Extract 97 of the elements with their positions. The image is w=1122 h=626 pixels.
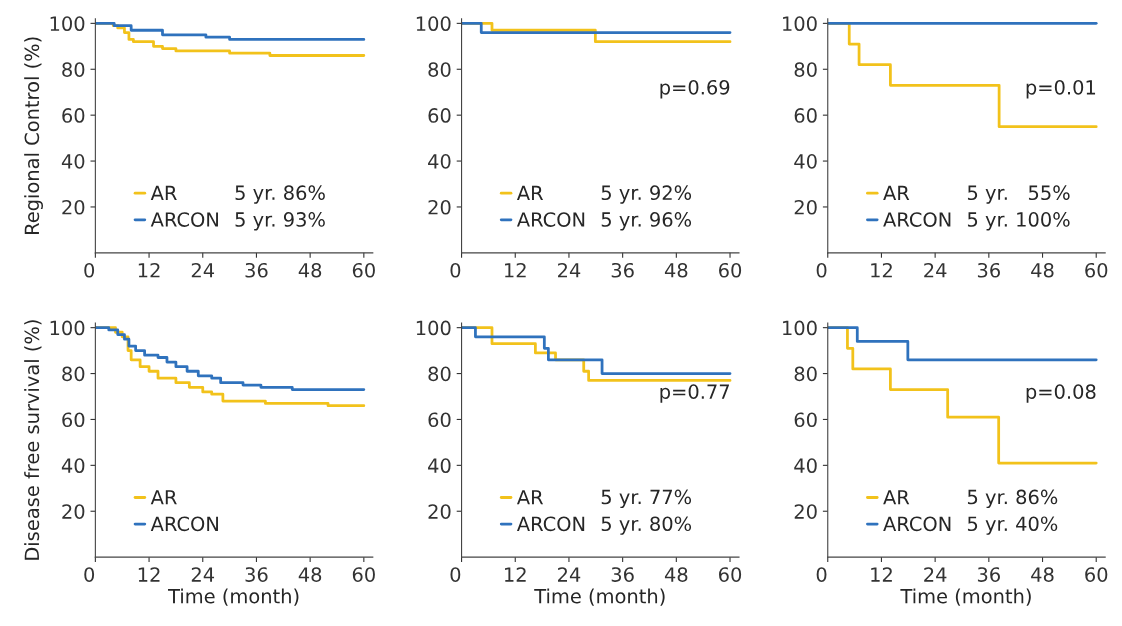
x-tick-label: 36 <box>977 262 1000 278</box>
y-tick-label: 80 <box>794 366 817 382</box>
x-tick-label: 0 <box>450 567 461 582</box>
x-tick-label: 48 <box>298 567 322 582</box>
x-tick-label: 0 <box>84 262 95 278</box>
y-tick-label: 60 <box>794 412 817 428</box>
x-tick-label: 36 <box>245 567 268 582</box>
x-tick-label: 60 <box>1085 567 1108 582</box>
x-tick-label: 48 <box>664 262 688 278</box>
y-tick-label: 80 <box>428 62 451 77</box>
legend-label: ARCON <box>516 516 585 532</box>
x-tick-label: 12 <box>871 262 892 278</box>
y-tick-label: 40 <box>794 154 817 169</box>
legend-label: AR <box>150 185 177 201</box>
legend-label: ARCON <box>883 212 951 227</box>
x-tick-label: 12 <box>505 262 526 278</box>
y-tick-label: 100 <box>783 16 817 32</box>
y-tick-label: 80 <box>62 62 85 77</box>
annotation: 5 yr. 55% <box>967 185 1070 204</box>
x-tick-label: 60 <box>719 262 742 278</box>
y-tick-label: 40 <box>428 154 451 169</box>
legend-label: ARCON <box>150 516 218 532</box>
x-axis-title: Time (month) <box>168 588 299 606</box>
y-tick-label: 100 <box>416 16 451 32</box>
x-tick-label: 0 <box>450 262 461 278</box>
y-tick-label: 80 <box>428 366 451 382</box>
x-tick-label: 36 <box>611 567 634 582</box>
x-tick-label: 12 <box>871 567 892 582</box>
legend-label: ARCON <box>150 212 218 227</box>
y-tick-label: 60 <box>428 108 451 123</box>
legend-label: ARCON <box>516 212 585 227</box>
x-tick-label: 24 <box>558 567 581 582</box>
x-tick-label: 24 <box>191 262 215 278</box>
y-tick-label: 20 <box>428 504 451 519</box>
y-tick-label: 40 <box>61 458 85 474</box>
legend-label: AR <box>883 490 910 505</box>
y-tick-label: 60 <box>428 412 451 428</box>
x-tick-label: 36 <box>245 262 268 278</box>
annotation: p=0.77 <box>660 384 729 403</box>
y-tick-label: 80 <box>794 62 817 77</box>
x-tick-label: 24 <box>191 567 215 582</box>
legend-label: AR <box>516 490 544 505</box>
annotation: 5 yr. 77% <box>601 489 692 509</box>
y-tick-label: 100 <box>783 320 817 336</box>
annotation: 5 yr. 100% <box>967 212 1070 231</box>
x-tick-label: 60 <box>352 262 375 278</box>
x-tick-label: 60 <box>719 567 742 582</box>
annotation: 5 yr. 86% <box>967 489 1058 509</box>
annotation: 5 yr. 92% <box>601 185 692 204</box>
x-tick-label: 48 <box>1031 262 1054 278</box>
x-tick-label: 60 <box>1085 262 1108 278</box>
y-tick-label: 40 <box>794 458 817 474</box>
x-tick-label: 0 <box>816 262 827 278</box>
y-tick-label: 100 <box>416 320 451 336</box>
x-tick-label: 12 <box>138 262 160 278</box>
y-tick-label: 20 <box>794 199 817 215</box>
y-tick-label: 60 <box>62 108 85 123</box>
legend-label: AR <box>516 185 544 201</box>
annotation: p=0.08 <box>1026 384 1096 403</box>
annotation: p=0.69 <box>660 79 730 99</box>
annotation: 5 yr. 80% <box>601 516 692 535</box>
x-tick-label: 12 <box>138 567 160 582</box>
y-tick-label: 20 <box>62 199 85 215</box>
y-tick-label: 100 <box>50 16 85 32</box>
x-tick-label: 0 <box>84 567 95 582</box>
annotation: 5 yr. 96% <box>601 212 692 231</box>
y-tick-label: 100 <box>50 320 85 336</box>
annotation: p=0.01 <box>1026 79 1096 99</box>
x-tick-label: 24 <box>558 262 581 278</box>
y-tick-label: 60 <box>794 108 817 123</box>
x-tick-label: 24 <box>924 567 947 582</box>
legend-label: AR <box>883 185 910 201</box>
annotation: 5 yr. 40% <box>967 516 1058 535</box>
y-axis-title: Regional Control (%) <box>24 37 43 234</box>
x-tick-label: 12 <box>505 567 526 582</box>
x-tick-label: 36 <box>611 262 634 278</box>
y-tick-label: 80 <box>62 366 85 382</box>
x-tick-label: 36 <box>977 567 1000 582</box>
y-tick-label: 20 <box>62 504 85 519</box>
x-tick-label: 24 <box>924 262 947 278</box>
y-tick-label: 60 <box>62 412 85 428</box>
y-tick-label: 20 <box>794 504 817 519</box>
x-tick-label: 48 <box>298 262 322 278</box>
x-tick-label: 48 <box>664 567 688 582</box>
x-tick-label: 48 <box>1031 567 1054 582</box>
x-axis-title: Time (month) <box>534 588 665 606</box>
x-axis-title: Time (month) <box>900 588 1031 606</box>
annotation: 5 yr. 93% <box>235 212 325 231</box>
legend-label: ARCON <box>883 516 951 532</box>
y-tick-label: 40 <box>428 458 451 474</box>
y-axis-title: Disease free survival (%) <box>24 320 42 560</box>
y-tick-label: 20 <box>428 199 451 215</box>
y-tick-label: 40 <box>61 154 85 169</box>
legend-label: AR <box>150 490 177 505</box>
annotation: 5 yr. 86% <box>235 185 325 204</box>
x-tick-label: 0 <box>816 567 827 582</box>
x-tick-label: 60 <box>352 567 375 582</box>
